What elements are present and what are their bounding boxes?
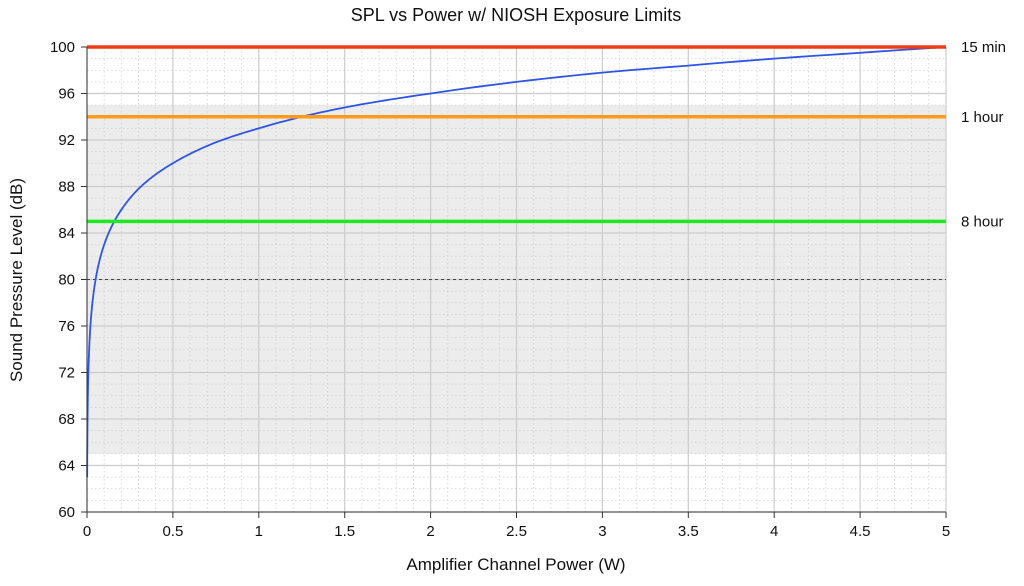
x-tick-label: 2 (426, 523, 434, 540)
limit-label-94db: 1 hour (961, 109, 1004, 126)
x-axis-title: Amplifier Channel Power (W) (406, 555, 625, 574)
y-tick-label: 96 (58, 86, 75, 103)
x-tick-label: 5 (942, 523, 950, 540)
x-tick-label: 1.5 (334, 523, 355, 540)
x-tick-label: 4.5 (850, 523, 871, 540)
limit-label-100db: 15 min (961, 39, 1006, 56)
y-axis-title: Sound Pressure Level (dB) (7, 178, 26, 382)
y-tick-label: 72 (58, 365, 75, 382)
y-tick-label: 76 (58, 318, 75, 335)
x-tick-label: 2.5 (506, 523, 527, 540)
y-tick-label: 64 (58, 458, 75, 475)
x-tick-label: 1 (255, 523, 263, 540)
y-tick-label: 60 (58, 504, 75, 521)
x-tick-label: 3.5 (678, 523, 699, 540)
x-tick-label: 0.5 (162, 523, 183, 540)
x-tick-label: 0 (83, 523, 91, 540)
y-tick-label: 84 (58, 225, 75, 242)
y-tick-label: 80 (58, 272, 75, 289)
y-tick-label: 100 (50, 39, 75, 56)
y-tick-label: 88 (58, 179, 75, 196)
limit-label-85db: 8 hour (961, 213, 1004, 230)
chart-title: SPL vs Power w/ NIOSH Exposure Limits (351, 5, 681, 25)
y-tick-label: 92 (58, 132, 75, 149)
x-tick-label: 3 (598, 523, 606, 540)
x-tick-label: 4 (770, 523, 778, 540)
y-tick-label: 68 (58, 411, 75, 428)
